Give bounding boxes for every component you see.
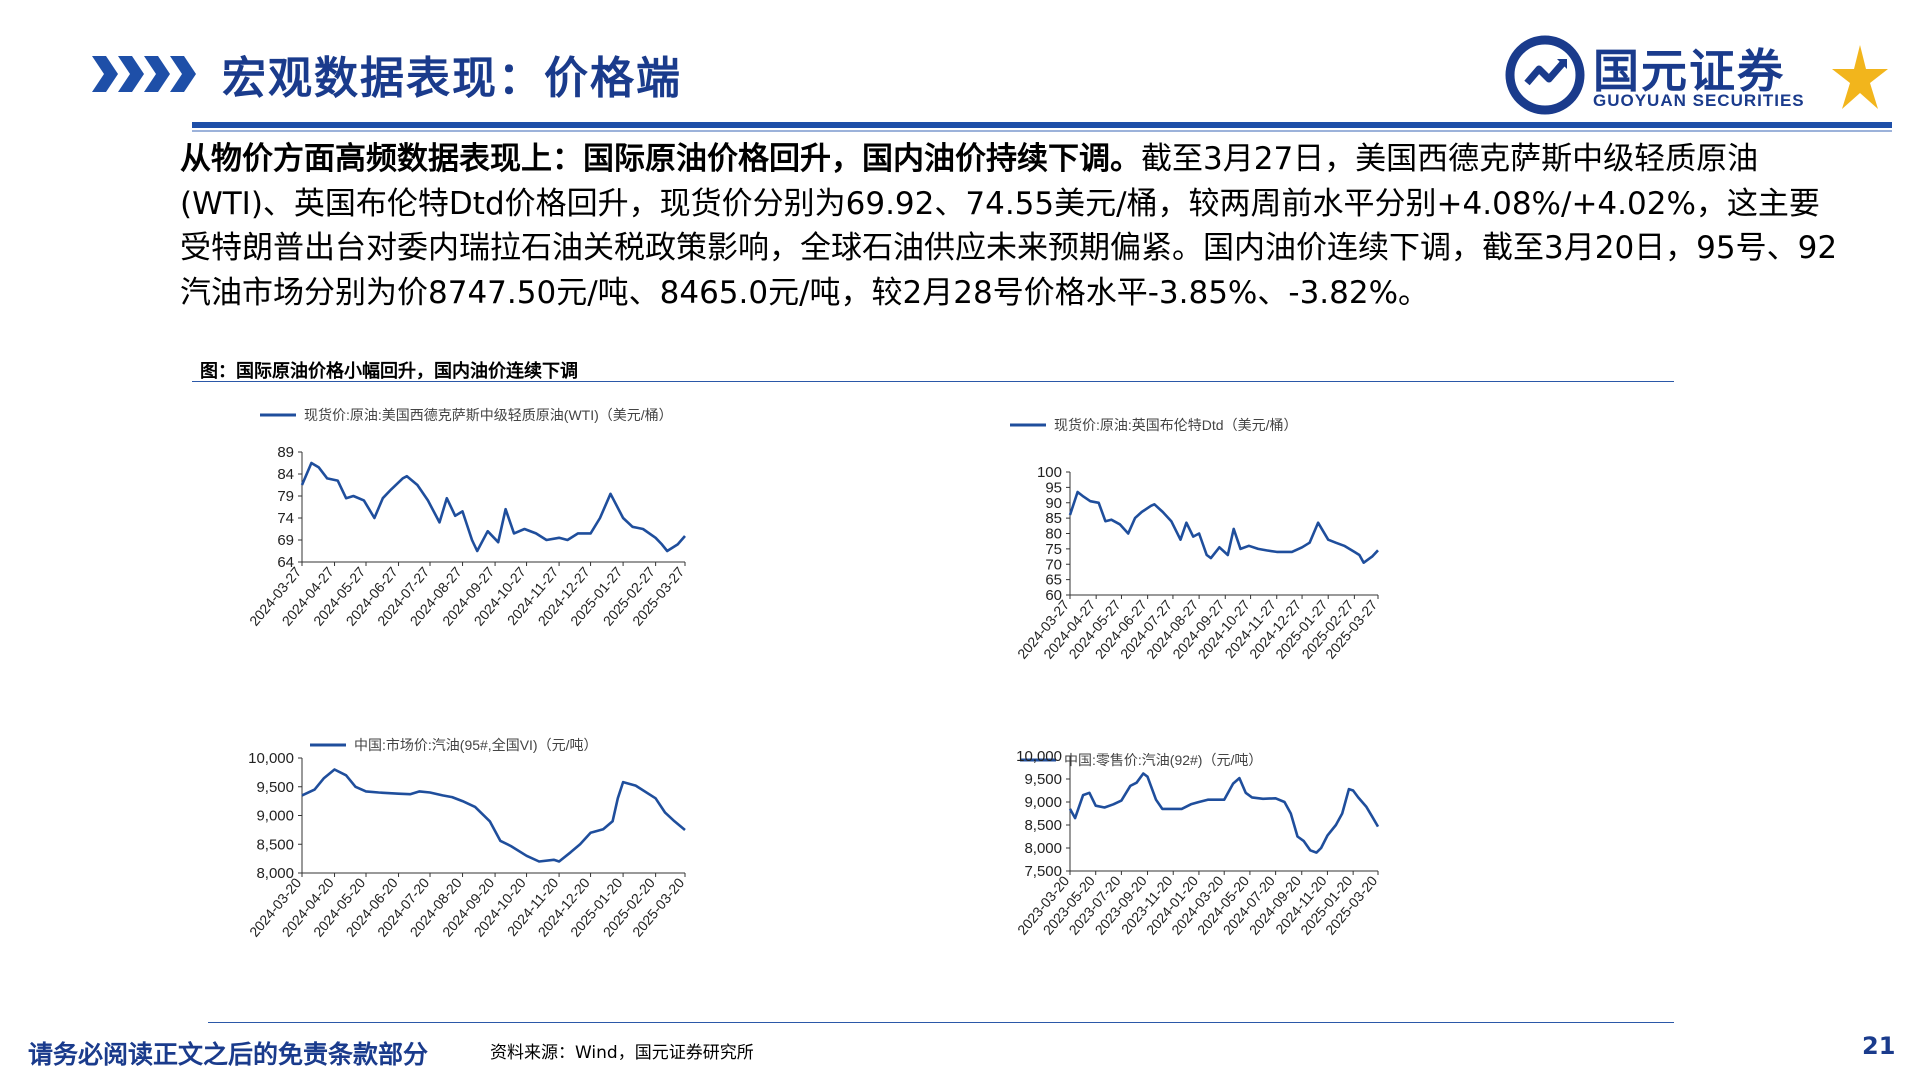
figure-rule [192, 381, 1674, 382]
header-rule [192, 122, 1892, 128]
legend-label: 中国:市场价:汽油(95#,全国VI)（元/吨） [354, 737, 597, 753]
page-title: 宏观数据表现：价格端 [222, 53, 682, 104]
y-tick-label: 8,000 [1024, 840, 1062, 857]
body-text: 截至3月27日，美国西德克萨斯中级轻质原油(WTI)、英国布伦特Dtd价格回升，… [180, 141, 1838, 311]
y-tick-label: 8,500 [256, 836, 294, 853]
legend-label: 中国:零售价:汽油(92#)（元/吨） [1064, 752, 1262, 768]
series-line [301, 768, 686, 863]
chart-gasoline-95: 中国:市场价:汽油(95#,全国VI)（元/吨） 10,000 9,500 9,000… [246, 737, 687, 940]
figure-caption: 图：国际原油价格小幅回升，国内油价连续下调 [200, 361, 578, 382]
star-icon [1832, 45, 1888, 109]
y-tick-label: 79 [277, 488, 294, 505]
y-tick-label: 9,000 [1024, 794, 1062, 811]
legend-label: 现货价:原油:美国西德克萨斯中级轻质原油(WTI)（美元/桶） [304, 407, 673, 423]
y-tick-label: 70 [1045, 556, 1062, 573]
y-tick-label: 8,500 [1024, 817, 1062, 834]
y-tick-label: 75 [1045, 541, 1062, 558]
y-tick-label: 80 [1045, 526, 1062, 543]
y-tick-label: 10,000 [248, 750, 294, 767]
y-tick-label: 60 [1045, 587, 1062, 604]
y-tick-label: 69 [277, 532, 294, 549]
y-tick-label: 7,500 [1024, 863, 1062, 880]
legend-label: 现货价:原油:英国布伦特Dtd（美元/桶） [1054, 417, 1297, 433]
y-tick-label: 74 [277, 510, 294, 527]
chevron-decoration-icon [92, 56, 196, 92]
y-tick-label: 8,000 [256, 865, 294, 882]
y-tick-label: 65 [1045, 572, 1062, 589]
y-tick-label: 10,000 [1016, 748, 1062, 765]
y-tick-label: 64 [277, 554, 294, 571]
body-paragraph: 从物价方面高频数据表现上：国际原油价格回升，国内油价持续下调。截至3月27日，美… [180, 137, 1840, 315]
source-note: 资料来源：Wind，国元证券研究所 [490, 1043, 754, 1063]
logo-mark-icon [1505, 35, 1585, 115]
footer-rule [208, 1022, 1674, 1023]
logo-english-name: GUOYUAN SECURITIES [1593, 91, 1805, 110]
header-rule-thin [192, 130, 1892, 132]
series-line [1068, 772, 1380, 854]
page-number: 21 [1862, 1032, 1896, 1060]
company-logo: 国元证券 GUOYUAN SECURITIES [1505, 35, 1895, 117]
y-tick-label: 9,500 [256, 779, 294, 796]
chart-brent: 现货价:原油:英国布伦特Dtd（美元/桶） 1009590858075706560… [1010, 417, 1380, 662]
chart-wti: 现货价:原油:美国西德克萨斯中级轻质原油(WTI)（美元/桶） 89 84 79 74 6… [246, 407, 687, 629]
y-tick-label: 89 [277, 444, 294, 461]
disclaimer: 请务必阅读正文之后的免责条款部分 [28, 1040, 429, 1069]
y-tick-label: 85 [1045, 510, 1062, 527]
y-tick-label: 100 [1037, 464, 1062, 481]
series-line [1068, 490, 1379, 564]
y-tick-label: 90 [1045, 495, 1062, 512]
y-tick-label: 95 [1045, 479, 1062, 496]
body-lead: 从物价方面高频数据表现上：国际原油价格回升，国内油价持续下调。 [180, 141, 1141, 177]
series-line [300, 461, 686, 553]
logo-name: 国元证券 [1593, 44, 1785, 98]
y-tick-label: 9,500 [1024, 771, 1062, 788]
chart-gasoline-92: 中国:零售价:汽油(92#)（元/吨）10,000 9,500 9,000 8,500… [1014, 748, 1380, 938]
y-tick-label: 84 [277, 466, 294, 483]
y-tick-label: 9,000 [256, 808, 294, 825]
